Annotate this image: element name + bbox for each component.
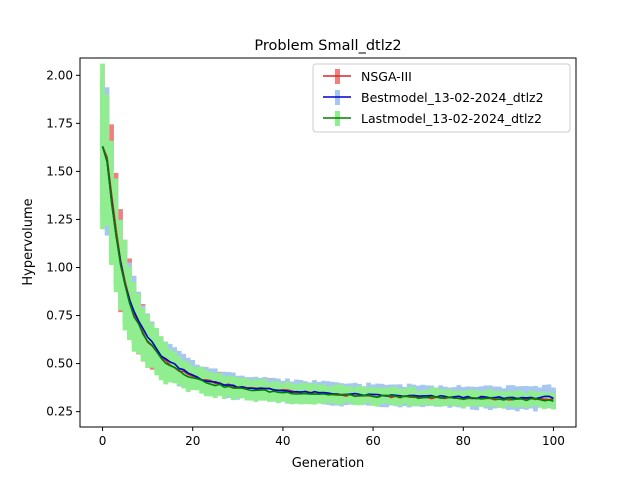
x-tick-label: 20 [185,434,200,448]
chart-title: Problem Small_dtlz2 [254,38,401,54]
mean-lines [101,146,554,402]
legend-label: Lastmodel_13-02-2024_dtlz2 [361,111,542,126]
y-tick-label: 1.25 [46,212,73,226]
y-axis: 0.25 0.50 0.75 1.00 1.25 1.50 1.75 2.00 [46,68,80,419]
y-tick-label: 0.50 [46,357,73,371]
y-tick-label: 0.75 [46,309,73,323]
x-tick-label: 0 [99,434,107,448]
y-tick-label: 1.50 [46,164,73,178]
legend-item-3: Lastmodel_13-02-2024_dtlz2 [323,111,542,126]
error-bar-3-gen-0 [100,63,105,230]
y-tick-label: 2.00 [46,68,73,82]
x-tick-label: 100 [542,434,565,448]
error-bar-3-gen-100 [551,392,556,410]
mean-line-series-3 [101,146,554,402]
plot-frame [79,57,577,428]
legend: NSGA-III Bestmodel_13-02-2024_dtlz2 Lastmo… [312,63,571,133]
x-tick-label: 40 [275,434,290,448]
y-tick-label: 1.00 [46,260,73,274]
legend-label: NSGA-III [361,69,412,84]
y-tick-label: 1.75 [46,116,73,130]
legend-label: Bestmodel_13-02-2024_dtlz2 [361,90,544,105]
y-tick-label: 0.25 [46,405,73,419]
y-axis-label: Hypervolume [21,198,36,285]
legend-item-1: NSGA-III [323,69,412,84]
x-axis: 0 20 40 60 80 100 [99,427,565,448]
legend-box [312,63,571,133]
x-axis-label: Generation [292,456,365,471]
x-tick-label: 60 [365,434,380,448]
legend-item-2: Bestmodel_13-02-2024_dtlz2 [323,90,544,105]
x-tick-label: 80 [456,434,471,448]
